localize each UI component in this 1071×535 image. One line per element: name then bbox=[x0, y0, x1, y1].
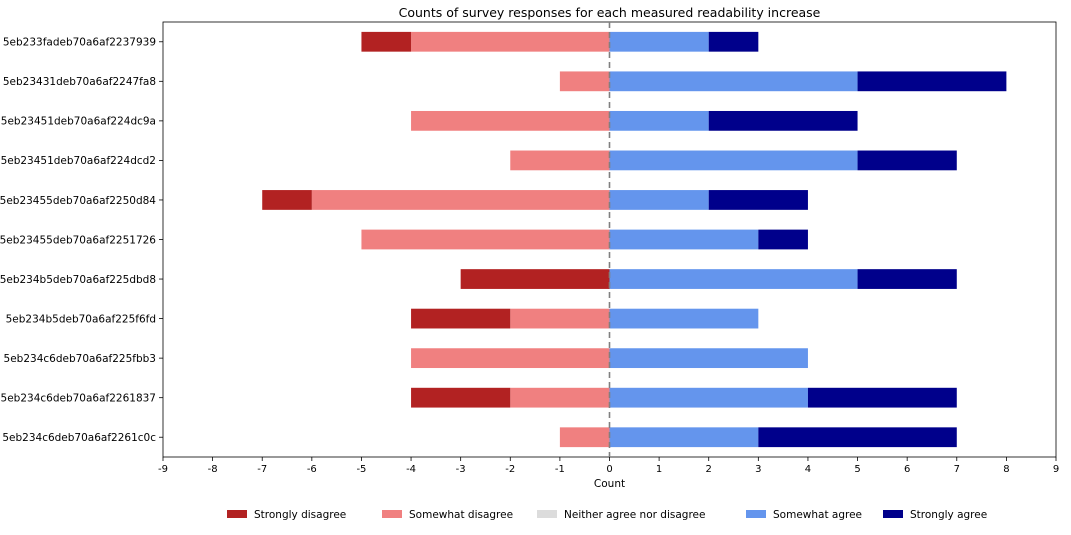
x-tick-label: -7 bbox=[257, 464, 267, 475]
bar-strongly-agree bbox=[857, 150, 957, 171]
bars-group bbox=[262, 31, 1007, 448]
legend-swatch bbox=[227, 510, 247, 518]
bar-somewhat-agree bbox=[609, 269, 858, 289]
legend-label: Somewhat agree bbox=[773, 509, 862, 521]
legend: Strongly disagree Somewhat disagree Neithe… bbox=[227, 509, 987, 521]
x-tick-label: 4 bbox=[805, 464, 811, 475]
y-tick-label: 5eb234b5deb70a6af225f6fd bbox=[6, 313, 156, 325]
bar-strongly-agree bbox=[857, 269, 957, 289]
bar-somewhat-disagree bbox=[510, 308, 610, 329]
y-tick-label: 5eb233fadeb70a6af2237939 bbox=[3, 37, 156, 49]
y-tick-label: 5eb234c6deb70a6af2261c0c bbox=[2, 432, 156, 444]
x-tick-label: 5 bbox=[854, 464, 860, 475]
y-tick-label: 5eb23451deb70a6af224dc9a bbox=[1, 116, 156, 128]
legend-swatch bbox=[883, 510, 903, 518]
bar-somewhat-agree bbox=[609, 348, 808, 369]
bar-somewhat-agree bbox=[609, 190, 709, 210]
y-tick-label: 5eb234c6deb70a6af2261837 bbox=[1, 392, 156, 404]
legend-swatch bbox=[537, 510, 557, 518]
x-tick-label: 9 bbox=[1053, 464, 1059, 475]
y-tick-label: 5eb23455deb70a6af2251726 bbox=[0, 234, 156, 246]
x-tick-label: 2 bbox=[706, 464, 712, 475]
bar-somewhat-disagree bbox=[361, 229, 610, 250]
y-tick-label: 5eb23431deb70a6af2247fa8 bbox=[3, 76, 156, 88]
bar-somewhat-disagree bbox=[559, 427, 610, 448]
bar-somewhat-disagree bbox=[510, 387, 610, 408]
x-tick-label: 6 bbox=[904, 464, 910, 475]
bar-strongly-agree bbox=[708, 190, 808, 210]
legend-swatch bbox=[382, 510, 402, 518]
x-tick-label: -5 bbox=[356, 464, 366, 475]
legend-label: Neither agree nor disagree bbox=[564, 509, 705, 521]
bar-somewhat-agree bbox=[609, 31, 709, 52]
legend-swatch bbox=[746, 510, 766, 518]
x-tick-label: 7 bbox=[954, 464, 960, 475]
bar-strongly-disagree bbox=[361, 31, 412, 52]
bar-somewhat-disagree bbox=[411, 348, 610, 369]
bar-somewhat-disagree bbox=[311, 190, 610, 210]
x-tick-label: 0 bbox=[606, 464, 612, 475]
legend-label: Somewhat disagree bbox=[409, 509, 513, 521]
x-tick-label: -8 bbox=[208, 464, 218, 475]
bar-strongly-disagree bbox=[262, 190, 312, 210]
bar-somewhat-agree bbox=[609, 110, 709, 131]
x-tick-label: 8 bbox=[1003, 464, 1009, 475]
bar-strongly-disagree bbox=[411, 308, 511, 329]
bar-somewhat-agree bbox=[609, 387, 808, 408]
y-tick-label: 5eb234b5deb70a6af225dbd8 bbox=[0, 274, 156, 286]
legend-label: Strongly disagree bbox=[254, 509, 346, 521]
x-tick-label: 1 bbox=[656, 464, 662, 475]
y-axis: 5eb233fadeb70a6af2237939 5eb23431deb70a6a… bbox=[0, 37, 163, 444]
chart-title: Counts of survey responses for each meas… bbox=[399, 5, 821, 20]
x-tick-label: -1 bbox=[555, 464, 565, 475]
bar-somewhat-disagree bbox=[510, 150, 610, 171]
bar-strongly-agree bbox=[807, 387, 957, 408]
bar-somewhat-disagree bbox=[411, 110, 610, 131]
y-tick-label: 5eb23455deb70a6af2250d84 bbox=[0, 195, 156, 207]
x-axis: -9 -8 -7 -6 -5 -4 -3 -2 -1 0 1 2 3 4 5 6 7 8 9 bbox=[158, 457, 1059, 475]
bar-strongly-agree bbox=[758, 427, 957, 448]
bar-somewhat-agree bbox=[609, 427, 759, 448]
bar-somewhat-disagree bbox=[411, 31, 610, 52]
legend-label: Strongly agree bbox=[910, 509, 987, 521]
x-tick-label: 3 bbox=[755, 464, 761, 475]
y-tick-label: 5eb234c6deb70a6af225fbb3 bbox=[4, 353, 156, 365]
x-tick-label: -4 bbox=[406, 464, 416, 475]
bar-strongly-disagree bbox=[411, 387, 511, 408]
bar-strongly-agree bbox=[758, 229, 808, 250]
x-tick-label: -2 bbox=[505, 464, 515, 475]
x-tick-label: -3 bbox=[456, 464, 466, 475]
bar-strongly-disagree bbox=[460, 269, 610, 289]
bar-strongly-agree bbox=[708, 31, 759, 52]
y-tick-label: 5eb23451deb70a6af224dcd2 bbox=[1, 155, 156, 167]
bar-somewhat-agree bbox=[609, 308, 759, 329]
bar-strongly-agree bbox=[857, 71, 1007, 92]
bar-strongly-agree bbox=[708, 110, 858, 131]
bar-somewhat-agree bbox=[609, 71, 858, 92]
bar-somewhat-disagree bbox=[559, 71, 610, 92]
x-tick-label: -6 bbox=[307, 464, 317, 475]
x-axis-label: Count bbox=[594, 478, 625, 490]
bar-somewhat-agree bbox=[609, 150, 858, 171]
x-tick-label: -9 bbox=[158, 464, 168, 475]
bar-somewhat-agree bbox=[609, 229, 759, 250]
